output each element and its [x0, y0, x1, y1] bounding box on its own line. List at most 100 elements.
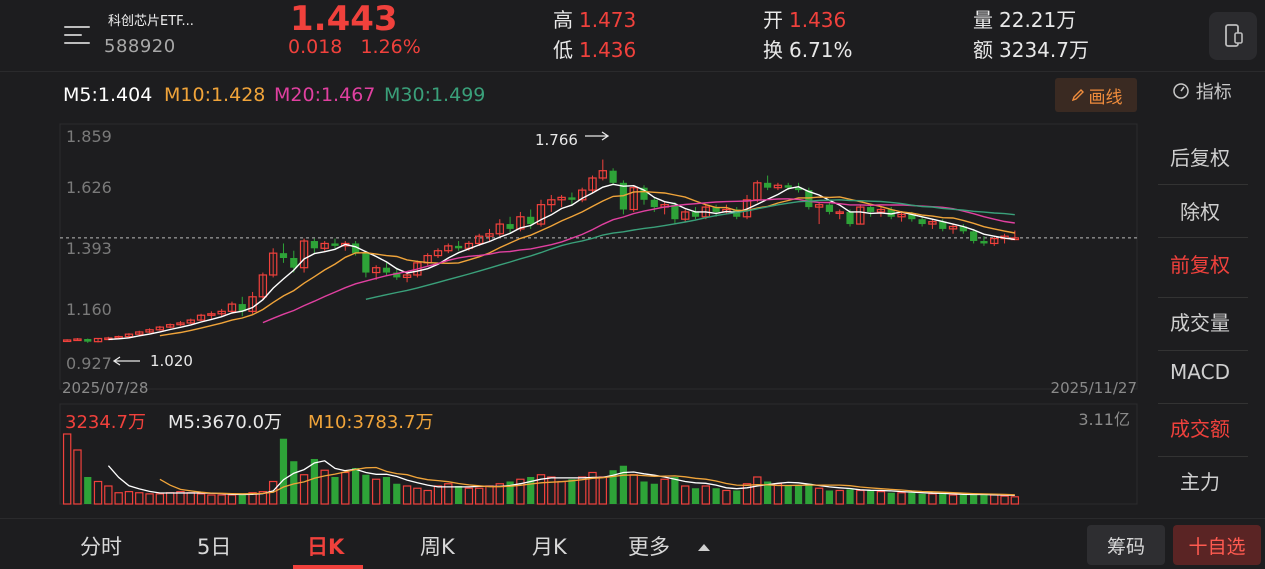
y-tick-label: 1.626: [66, 178, 112, 197]
volume-bar: [640, 481, 648, 504]
candle-body: [764, 182, 772, 188]
volume-bar: [423, 489, 432, 505]
candle-body: [948, 225, 958, 230]
ma30-label: M30:1.499: [384, 84, 486, 106]
volume-bar: [970, 494, 978, 504]
candle-body: [742, 199, 752, 218]
volume-bar: [290, 461, 298, 504]
volume-bar: [227, 494, 237, 505]
volume-bar: [186, 492, 195, 505]
candle-body: [980, 241, 988, 244]
chips-button[interactable]: 筹码: [1087, 525, 1165, 565]
open-value: 1.436: [789, 8, 847, 32]
volume-bar: [62, 433, 72, 505]
candle-body: [393, 272, 401, 278]
option-ex-rights[interactable]: 除权: [1180, 200, 1220, 224]
kline-chart[interactable]: 1.859 1.626 1.393 1.160 0.927 2025/07/28…: [0, 112, 1150, 512]
candle-body: [939, 221, 947, 229]
option-macd[interactable]: MACD: [1170, 360, 1230, 384]
candle-body: [227, 303, 237, 312]
volume-bar: [362, 474, 370, 504]
volume-panel-frame: [59, 403, 1138, 505]
volume-bar: [454, 485, 463, 504]
open-field: 开 1.436: [763, 4, 846, 33]
indicator-button[interactable]: 指标: [1172, 78, 1232, 104]
tab-intraday[interactable]: 分时: [80, 535, 122, 559]
candle-body: [691, 211, 700, 217]
turnover-label: 换: [763, 38, 783, 62]
volume-bar: [248, 492, 257, 505]
candle-body: [84, 338, 92, 342]
candle-body: [382, 267, 391, 273]
volume-bar: [464, 487, 474, 505]
security-name[interactable]: 科创芯片ETF...: [108, 14, 194, 29]
volume-bar: [629, 474, 638, 505]
volume-bar: [217, 494, 226, 505]
volume-bar: [176, 491, 185, 505]
volume-bar: [753, 476, 762, 505]
tab-daily-k[interactable]: 日K: [307, 535, 345, 559]
option-main-force[interactable]: 主力: [1180, 470, 1220, 494]
option-volume[interactable]: 成交量: [1170, 311, 1230, 335]
volume-bar: [506, 481, 514, 504]
tab-monthly-k[interactable]: 月K: [532, 535, 567, 559]
candle-body: [362, 253, 370, 273]
change-percent: 1.26%: [360, 36, 421, 58]
caret-up-icon: [697, 544, 710, 551]
candle-body: [918, 219, 926, 225]
volume-bar: [547, 476, 556, 505]
volume-label: 量: [973, 8, 993, 32]
candle-body: [62, 339, 72, 343]
candle-body: [629, 187, 638, 211]
volume-m5-label: M5:3670.0万: [168, 412, 282, 433]
volume-bar: [588, 471, 597, 505]
volume-value-label: 3234.7万: [65, 412, 146, 433]
volume-bar: [145, 493, 154, 505]
option-turnover-amount[interactable]: 成交额: [1170, 417, 1230, 441]
option-pre-adjusted[interactable]: 前复权: [1170, 253, 1230, 277]
volume-bar: [918, 493, 926, 504]
candle-body: [876, 208, 886, 213]
candle-body: [784, 185, 792, 188]
turnover-field: 换 6.71%: [763, 34, 853, 63]
candle-body: [217, 310, 226, 315]
volume-bar: [402, 485, 412, 505]
volume-bar: [165, 492, 175, 505]
add-favorite-button[interactable]: 十自选: [1173, 525, 1261, 565]
ma5-label: M5:1.404: [63, 84, 153, 106]
volume-bar: [681, 485, 690, 505]
high-value: 1.473: [579, 8, 637, 32]
volume-max-label: 3.11亿: [1078, 410, 1130, 429]
volume-bar: [577, 476, 587, 505]
amount-field: 额 3234.7万: [973, 34, 1089, 63]
volume-bar: [495, 483, 505, 505]
draw-line-button[interactable]: 画线: [1055, 78, 1137, 112]
candle-body: [516, 216, 525, 230]
volume-bar: [516, 478, 525, 505]
tab-5day[interactable]: 5日: [197, 535, 232, 559]
candle-body: [536, 204, 546, 225]
volume-bar: [733, 490, 741, 504]
volume-bar: [876, 491, 886, 505]
candle-body: [897, 213, 906, 218]
tab-more[interactable]: 更多: [628, 531, 711, 561]
candle-body: [609, 170, 617, 183]
landscape-toggle-button[interactable]: [1209, 12, 1257, 60]
ma5-line: [108, 183, 1015, 341]
price-change: 0.018 1.26%: [288, 36, 421, 58]
candle-body: [887, 209, 895, 217]
option-post-adjusted[interactable]: 后复权: [1170, 146, 1230, 170]
volume-bar: [93, 480, 103, 505]
volume-bar: [856, 489, 865, 505]
tab-weekly-k[interactable]: 周K: [420, 535, 455, 559]
volume-bar: [846, 489, 854, 504]
candle-body: [588, 177, 597, 191]
volume-bar: [568, 479, 576, 504]
volume-bar: [897, 492, 906, 505]
volume-bar: [279, 438, 288, 504]
menu-icon[interactable]: [64, 22, 92, 48]
volume-bar: [413, 487, 422, 505]
pencil-icon: [1071, 89, 1084, 102]
low-field: 低 1.436: [553, 34, 636, 63]
volume-bar: [980, 493, 988, 504]
